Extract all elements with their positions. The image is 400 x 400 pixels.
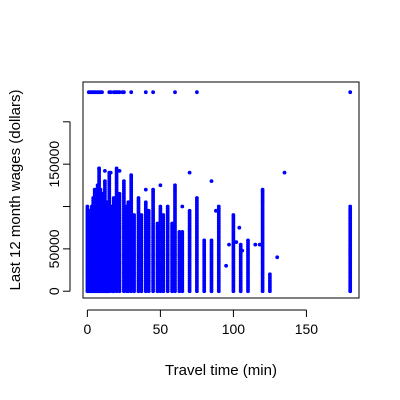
data-point bbox=[216, 204, 221, 209]
data-point bbox=[158, 204, 163, 209]
data-point bbox=[177, 230, 182, 234]
data-point bbox=[122, 179, 126, 184]
data-point bbox=[237, 225, 242, 230]
data-point bbox=[170, 221, 175, 226]
data-point bbox=[161, 213, 166, 217]
data-point bbox=[253, 242, 258, 247]
data-point-top-coded bbox=[195, 90, 199, 95]
data-point bbox=[117, 169, 122, 173]
data-point bbox=[195, 196, 199, 200]
y-tick-label: 150000 bbox=[46, 141, 62, 188]
data-point bbox=[114, 166, 119, 171]
data-point bbox=[158, 183, 163, 188]
data-point bbox=[108, 170, 113, 175]
x-tick-label: 0 bbox=[83, 321, 91, 337]
data-point bbox=[92, 187, 97, 192]
data-point bbox=[139, 213, 144, 217]
x-tick-label: 50 bbox=[153, 321, 169, 337]
data-point-top-coded bbox=[348, 90, 353, 95]
data-point bbox=[129, 173, 134, 178]
data-point-top-coded bbox=[108, 90, 113, 95]
x-axis-label: Travel time (min) bbox=[165, 362, 277, 379]
data-point-top-coded bbox=[122, 90, 126, 95]
data-point bbox=[103, 169, 107, 173]
data-point bbox=[103, 179, 107, 184]
x-axis: 0 50 100 150 bbox=[83, 309, 319, 337]
x-tick-label: 150 bbox=[295, 321, 319, 337]
plot-frame bbox=[82, 81, 360, 299]
data-point bbox=[180, 230, 185, 234]
data-point bbox=[268, 272, 272, 277]
data-point bbox=[187, 170, 192, 175]
data-point-top-coded bbox=[100, 90, 104, 95]
data-point bbox=[246, 238, 250, 243]
data-point bbox=[348, 204, 353, 209]
y-axis-label: Last 12 month wages (dollars) bbox=[7, 90, 24, 291]
data-point bbox=[275, 255, 280, 260]
data-point bbox=[146, 208, 151, 213]
data-point bbox=[214, 208, 218, 213]
data-point-top-coded bbox=[151, 90, 156, 95]
data-point bbox=[180, 204, 185, 209]
y-axis: 0 50000 150000 bbox=[46, 121, 71, 295]
data-point bbox=[224, 263, 229, 268]
data-point bbox=[227, 242, 231, 247]
data-point bbox=[209, 238, 214, 243]
y-tick-label: 50000 bbox=[46, 229, 62, 268]
data-point bbox=[165, 204, 170, 209]
data-point bbox=[111, 196, 116, 200]
data-point bbox=[240, 248, 245, 253]
data-point bbox=[104, 200, 109, 205]
y-tick-label: 0 bbox=[46, 287, 62, 295]
data-point bbox=[257, 242, 262, 247]
data-point bbox=[126, 200, 131, 205]
data-point bbox=[151, 187, 156, 192]
data-point bbox=[238, 242, 243, 247]
x-tick-label: 100 bbox=[222, 321, 246, 337]
data-point bbox=[155, 221, 160, 226]
data-point bbox=[282, 170, 287, 175]
data-point bbox=[117, 191, 122, 196]
data-point-top-coded bbox=[143, 90, 148, 95]
data-point bbox=[209, 179, 214, 184]
data-points bbox=[85, 90, 353, 294]
data-point bbox=[260, 187, 265, 192]
data-point bbox=[231, 213, 236, 217]
data-point bbox=[202, 238, 207, 243]
data-point bbox=[143, 187, 148, 192]
data-point bbox=[85, 204, 90, 209]
data-point-top-coded bbox=[129, 90, 134, 95]
data-point bbox=[234, 240, 239, 245]
data-point bbox=[173, 183, 177, 188]
data-point-top-coded bbox=[173, 90, 177, 95]
data-point bbox=[98, 187, 103, 192]
data-point bbox=[187, 208, 192, 213]
data-point bbox=[143, 200, 148, 205]
data-point bbox=[136, 196, 141, 200]
data-point bbox=[132, 213, 137, 217]
data-point bbox=[97, 166, 101, 171]
data-point-top-coded bbox=[117, 90, 122, 95]
